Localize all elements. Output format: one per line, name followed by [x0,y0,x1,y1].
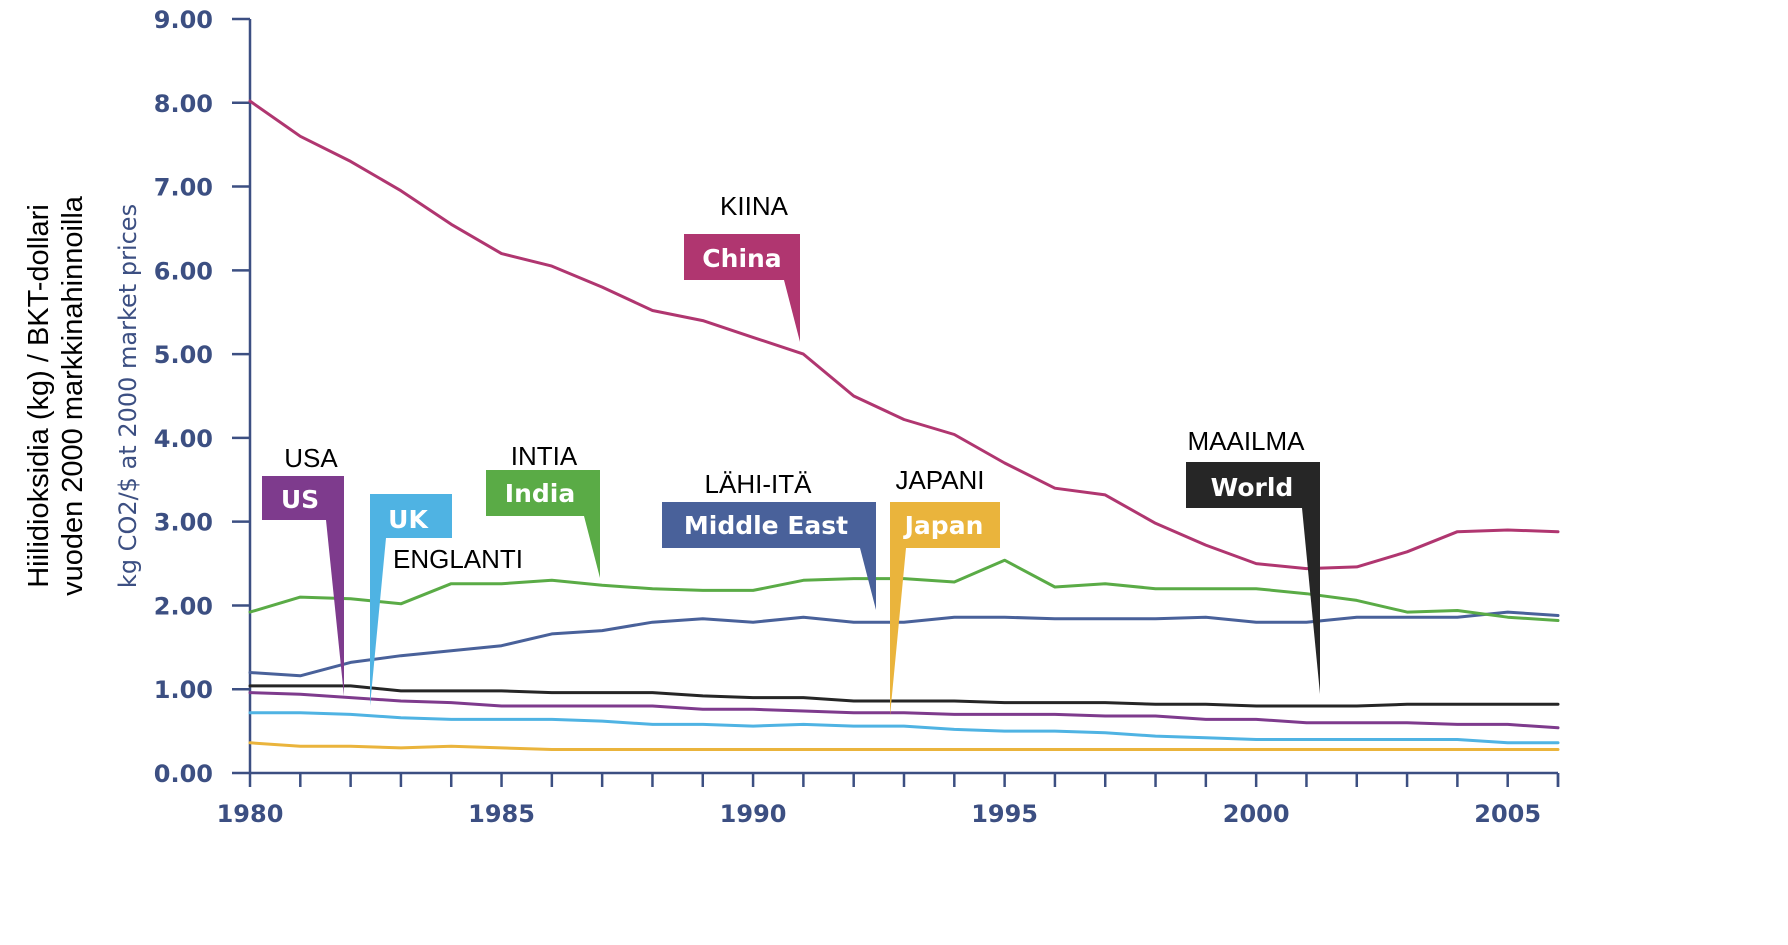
callout-pointer-india [584,516,600,578]
callout-box-india [486,470,600,516]
series-line-japan [248,741,1560,751]
callout-box-uk [370,494,452,538]
finnish-label-china: KIINA [720,191,789,221]
y-tick-label: 7.00 [154,174,213,202]
finnish-label-us: USA [284,443,338,473]
callout-box-middle-east [662,502,876,548]
series-label-us: US [281,485,319,514]
y-tick-label: 4.00 [154,425,213,453]
callout-pointer-us [326,520,344,696]
series-label-uk: UK [388,505,429,534]
finnish-label-uk: ENGLANTI [393,544,523,574]
callout-pointer-japan [890,548,906,716]
y-tick-label: 5.00 [154,341,213,369]
series-label-world: World [1211,473,1294,502]
callout-us: US [262,476,344,696]
callout-uk: UK [370,494,452,706]
x-tick-label: 1985 [468,800,535,828]
axes: 0.00 1.00 2.00 3.00 4.00 5.00 6.00 7.00 8.00 9.00… [154,6,1560,828]
callout-box-china [684,234,800,280]
y-tick-label: 0.00 [154,760,213,788]
axis-titles: kg CO2/$ at 2000 market prices Hiilidioks… [23,195,142,596]
y-axis-title-fi-line1: Hiilidioksidia (kg) / BKT-dollari [23,204,55,588]
finnish-label-japan: JAPANI [895,465,984,495]
x-tick-label: 2005 [1474,800,1541,828]
finnish-labels: KIINA USA ENGLANTI INTIA LÄHI-ITÄ JAPANI MAAIL… [284,191,1305,574]
series-line-world [248,684,1560,708]
finnish-label-india: INTIA [511,441,578,471]
series-label-india: India [505,479,575,508]
x-tick-label: 1980 [217,800,284,828]
series-lines [248,99,1560,751]
y-tick-label: 2.00 [154,592,213,620]
y-tick-label: 8.00 [154,90,213,118]
callout-pointer-china [784,280,800,342]
x-tick-label: 2000 [1223,800,1290,828]
y-tick-label: 1.00 [154,676,213,704]
callout-middle-east: Middle East [662,502,876,610]
series-label-middle-east: Middle East [684,511,848,540]
series-line-middle-east [248,610,1560,678]
callout-china: China [684,234,800,342]
callout-world: World [1186,462,1320,694]
y-axis-title: kg CO2/$ at 2000 market prices [114,204,142,588]
callout-box-world [1186,462,1320,508]
finnish-label-middle-east: LÄHI-ITÄ [705,469,813,499]
callout-pointer-world [1302,508,1320,694]
series-label-china: China [702,244,781,273]
y-tick-label: 3.00 [154,509,213,537]
callout-japan: Japan [890,502,1000,716]
callout-pointer-middle-east [860,548,876,610]
finnish-label-world: MAAILMA [1187,426,1305,456]
callouts: China US UK India Middle East Japan World [262,234,1320,716]
series-line-uk [248,711,1560,745]
series-line-us [248,691,1560,730]
callout-box-japan [890,502,1000,548]
callout-box-us [262,476,344,520]
y-tick-label: 6.00 [154,257,213,285]
series-line-india [248,558,1560,622]
series-line-china [248,99,1560,571]
callout-india: India [486,470,600,578]
x-tick-label: 1995 [971,800,1038,828]
series-label-japan: Japan [903,511,984,540]
x-tick-label: 1990 [720,800,787,828]
y-axis-title-fi-line2: vuoden 2000 markkinahinnoilla [57,195,89,596]
callout-pointer-uk [370,538,386,706]
y-tick-label: 9.00 [154,6,213,34]
